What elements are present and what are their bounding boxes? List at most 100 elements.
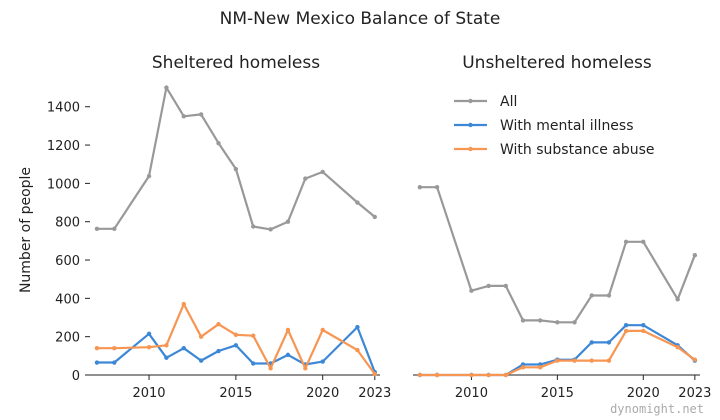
unsheltered-series-all: [418, 186, 696, 324]
unsheltered-point-all: [417, 185, 423, 190]
sheltered-point-with-mental-illness: [112, 360, 117, 365]
unsheltered-point-all: [537, 318, 543, 323]
sheltered-point-all: [372, 214, 377, 220]
sheltered-point-with-mental-illness: [320, 359, 325, 364]
unsheltered-x-tick-label: 2023: [678, 386, 711, 401]
sheltered-y-tick-label: 800: [55, 216, 80, 231]
unsheltered-point-with-substance-abuse: [503, 372, 509, 378]
unsheltered-point-with-substance-abuse: [417, 372, 423, 378]
legend-label-with-substance-abuse: With substance abuse: [500, 142, 655, 158]
unsheltered-point-with-substance-abuse: [606, 358, 612, 363]
unsheltered-point-with-substance-abuse: [692, 357, 698, 362]
unsheltered-series-with-mental-illness: [418, 324, 696, 377]
legend: All With mental illness With substance abu…: [454, 94, 655, 158]
sheltered-point-with-substance-abuse: [146, 345, 152, 350]
unsheltered-point-all: [503, 283, 509, 289]
unsheltered-point-all: [486, 283, 491, 289]
sheltered-plot-area: 2010 2015 2020 2023 0 200 400 600 800 1000 1200 140…: [47, 85, 391, 401]
unsheltered-point-with-substance-abuse: [641, 328, 646, 334]
unsheltered-point-all: [675, 297, 680, 302]
unsheltered-point-with-mental-illness: [606, 340, 612, 345]
sheltered-point-with-mental-illness: [355, 324, 360, 330]
sheltered-point-with-mental-illness: [164, 355, 169, 360]
unsheltered-point-all: [572, 320, 577, 325]
sheltered-point-all: [285, 219, 291, 224]
sheltered-point-all: [198, 112, 204, 117]
unsheltered-point-with-substance-abuse: [469, 372, 474, 378]
sheltered-point-with-mental-illness: [285, 352, 291, 358]
watermark: dynomight.net: [610, 402, 704, 416]
sheltered-point-with-mental-illness: [216, 348, 221, 354]
sheltered-x-tick-label: 2010: [132, 386, 165, 401]
sheltered-x-tick-label: 2015: [219, 386, 252, 401]
legend-marker-all: [468, 98, 473, 104]
sheltered-point-with-substance-abuse: [181, 301, 186, 307]
unsheltered-point-all: [641, 239, 646, 245]
sheltered-point-with-substance-abuse: [355, 347, 360, 353]
sheltered-point-with-substance-abuse: [251, 333, 256, 338]
unsheltered-x-tick-label: 2020: [627, 386, 660, 401]
sheltered-point-all: [146, 173, 152, 179]
unsheltered-point-with-mental-illness: [589, 340, 594, 345]
sheltered-point-all: [181, 114, 186, 119]
sheltered-point-all: [233, 166, 239, 172]
unsheltered-point-with-mental-illness: [641, 322, 646, 328]
sheltered-x-tick-label: 2023: [358, 386, 391, 401]
unsheltered-point-all: [606, 293, 612, 298]
sheltered-point-all: [303, 176, 308, 181]
sheltered-y-tick-label: 200: [55, 331, 80, 346]
unsheltered-point-with-mental-illness: [623, 322, 629, 328]
sheltered-point-with-substance-abuse: [198, 334, 204, 339]
unsheltered-point-all: [623, 239, 629, 245]
sheltered-y-tick-label: 1000: [47, 177, 80, 192]
legend-marker-with-substance-abuse: [468, 146, 473, 152]
sheltered-series-with-substance-abuse: [95, 303, 376, 376]
sheltered-point-all: [112, 226, 117, 231]
sheltered-x-tick-label: 2020: [306, 386, 339, 401]
y-axis-label: Number of people: [18, 167, 34, 293]
sheltered-point-with-substance-abuse: [94, 345, 100, 351]
unsheltered-series-with-substance-abuse: [418, 329, 696, 377]
sheltered-point-with-substance-abuse: [112, 345, 117, 351]
sheltered-point-with-mental-illness: [198, 358, 204, 363]
unsheltered-point-with-substance-abuse: [537, 365, 543, 370]
sheltered-point-with-mental-illness: [181, 345, 186, 351]
sheltered-point-all: [216, 140, 221, 146]
sheltered-point-all: [320, 169, 325, 175]
sheltered-y-tick-label: 600: [55, 254, 80, 269]
right-panel-title: Unsheltered homeless: [462, 53, 652, 73]
sheltered-point-with-substance-abuse: [303, 366, 308, 371]
sheltered-point-with-mental-illness: [251, 361, 256, 366]
sheltered-series-all: [95, 86, 376, 231]
sheltered-point-all: [94, 226, 100, 231]
unsheltered-point-with-substance-abuse: [675, 345, 680, 350]
sheltered-point-with-substance-abuse: [372, 371, 377, 377]
sheltered-point-with-mental-illness: [146, 331, 152, 337]
figure-title: NM-New Mexico Balance of State: [220, 9, 501, 29]
unsheltered-point-with-substance-abuse: [520, 365, 526, 370]
unsheltered-point-all: [469, 288, 474, 293]
unsheltered-point-with-substance-abuse: [486, 372, 491, 378]
sheltered-point-with-substance-abuse: [233, 332, 239, 337]
left-panel-title: Sheltered homeless: [152, 53, 320, 73]
sheltered-y-tick-label: 1400: [47, 101, 80, 116]
sheltered-y-tick-label: 400: [55, 292, 80, 307]
sheltered-point-with-substance-abuse: [216, 322, 221, 327]
legend-label-all: All: [500, 94, 517, 110]
sheltered-y-tick-label: 1200: [47, 139, 80, 154]
sheltered-point-with-substance-abuse: [285, 327, 291, 333]
unsheltered-plot-area: 2010 2015 2020 2023: [413, 185, 711, 401]
sheltered-point-with-mental-illness: [94, 360, 100, 365]
unsheltered-point-all: [520, 318, 526, 323]
unsheltered-point-with-substance-abuse: [589, 358, 594, 363]
unsheltered-point-all: [589, 293, 594, 298]
unsheltered-point-all: [555, 320, 560, 325]
sheltered-point-all: [164, 85, 169, 90]
unsheltered-point-with-substance-abuse: [434, 372, 440, 378]
unsheltered-x-tick-label: 2015: [541, 386, 574, 401]
sheltered-point-with-substance-abuse: [320, 327, 325, 333]
sheltered-point-all: [355, 200, 360, 205]
unsheltered-point-all: [692, 253, 698, 258]
unsheltered-point-all: [434, 185, 440, 190]
